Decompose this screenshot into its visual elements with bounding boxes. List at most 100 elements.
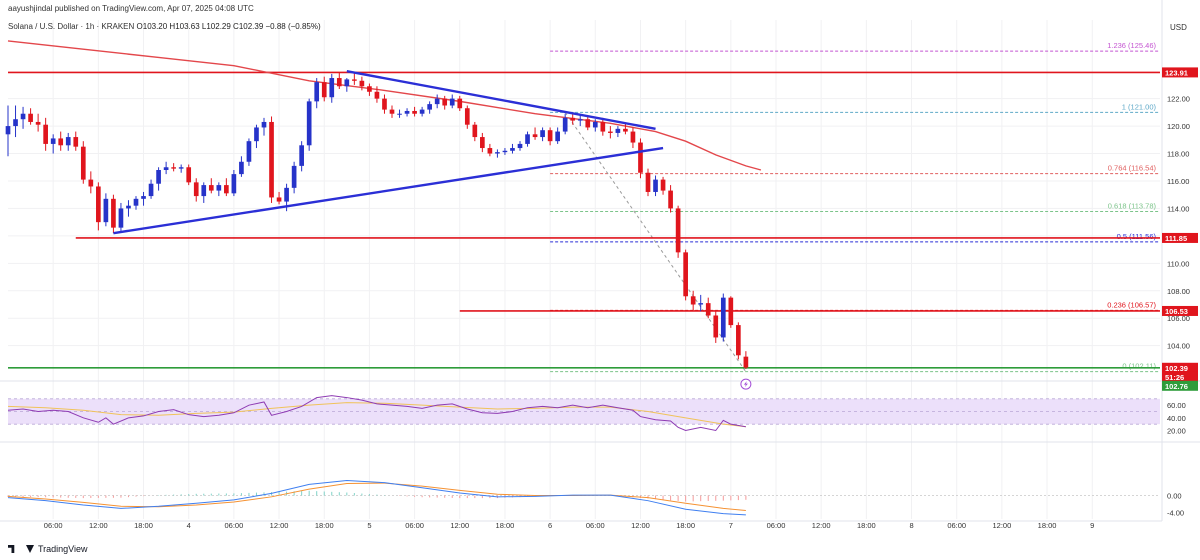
candle xyxy=(690,290,696,310)
candle xyxy=(382,94,387,114)
candle xyxy=(412,106,417,117)
price-tag-bg xyxy=(1162,67,1198,78)
candle xyxy=(608,126,613,139)
candle xyxy=(5,105,11,157)
candle-body xyxy=(532,134,538,138)
candle-body xyxy=(728,297,734,326)
candle xyxy=(705,297,711,319)
candle xyxy=(359,76,365,91)
candle xyxy=(20,106,26,129)
macd-line xyxy=(7,479,746,516)
fib-label: 0.618 (113.78) xyxy=(1108,201,1157,210)
candle-body xyxy=(382,98,387,110)
candle-body xyxy=(480,137,485,149)
lightning-icon xyxy=(743,381,748,388)
candle xyxy=(600,117,606,136)
candle-body xyxy=(600,121,606,132)
candle-body xyxy=(464,108,470,125)
candle-body xyxy=(329,78,335,98)
candle-body xyxy=(623,128,628,132)
candle xyxy=(562,113,568,135)
price-tag-bg xyxy=(1162,371,1198,382)
candle xyxy=(472,121,478,142)
candle xyxy=(427,101,432,114)
candle xyxy=(720,293,726,342)
price-tag-bg xyxy=(1162,380,1198,391)
tradingview-logo-mark-icon xyxy=(26,545,34,553)
candle xyxy=(495,149,500,158)
candle xyxy=(58,131,64,151)
candle xyxy=(193,178,199,202)
candle xyxy=(713,311,719,343)
candle xyxy=(675,205,681,258)
candle-body xyxy=(675,208,681,253)
macd-signal-line xyxy=(7,482,746,512)
candle-body xyxy=(736,325,741,356)
candle xyxy=(216,182,222,197)
candle-body xyxy=(321,82,327,98)
candle xyxy=(449,94,455,109)
candle xyxy=(163,161,169,175)
candle xyxy=(148,179,154,199)
candle xyxy=(532,127,538,140)
fib-label: 0.236 (106.57) xyxy=(1107,300,1156,309)
price-tick-label: 122.00 xyxy=(1167,95,1190,104)
price-tick-label: 114.00 xyxy=(1167,204,1189,213)
candle-body xyxy=(20,113,26,120)
candle-body xyxy=(412,110,417,114)
symbol-title[interactable]: Solana / U.S. Dollar · 1h · KRAKEN xyxy=(8,22,135,31)
candle-body xyxy=(284,187,289,202)
candle xyxy=(367,83,372,96)
candle xyxy=(389,105,395,118)
candle xyxy=(592,119,598,132)
candle xyxy=(291,161,297,194)
candle-body xyxy=(645,172,651,192)
fib-label: 0 (102.11) xyxy=(1122,362,1156,371)
candle-body xyxy=(525,134,530,144)
candle-body xyxy=(449,98,455,106)
price-tick-label: 108.00 xyxy=(1167,287,1190,296)
candle xyxy=(111,194,116,234)
candle-body xyxy=(276,197,282,202)
trendline-upper xyxy=(346,69,656,131)
tradingview-footer[interactable]: TradingView xyxy=(8,544,88,554)
price-tag-123.91: 123.91 xyxy=(1162,67,1198,78)
candle-body xyxy=(562,117,568,132)
candle xyxy=(623,123,628,135)
candle xyxy=(510,143,515,154)
time-tick-label: 06:00 xyxy=(224,521,243,530)
candle xyxy=(660,176,666,195)
candle xyxy=(698,294,704,312)
candle-body xyxy=(231,174,237,194)
candle xyxy=(88,171,94,194)
candle-body xyxy=(367,86,372,92)
candle-body xyxy=(156,170,161,184)
candle xyxy=(141,191,146,206)
candle-body xyxy=(201,185,207,197)
price-tag-text: 111.85 xyxy=(1165,234,1187,243)
candle xyxy=(344,78,350,92)
candle xyxy=(254,124,259,149)
candle xyxy=(276,191,282,205)
price-tag-text: 102.76 xyxy=(1165,382,1188,391)
currency-label: USD xyxy=(1170,23,1187,32)
candle-body xyxy=(118,208,124,228)
time-tick-label: 6 xyxy=(548,521,552,530)
price-tag-106.53: 106.53 xyxy=(1162,305,1198,316)
candle xyxy=(464,105,470,129)
candle-body xyxy=(547,130,553,142)
candle-body xyxy=(389,109,395,114)
candle-body xyxy=(638,142,643,173)
candle-body xyxy=(171,167,176,169)
candle xyxy=(133,196,139,210)
candle xyxy=(434,94,440,109)
candle xyxy=(239,156,244,177)
candle-body xyxy=(495,152,500,154)
publisher-line: aayushjindal published on TradingView.co… xyxy=(8,4,254,13)
candle-body xyxy=(419,109,425,114)
candle-body xyxy=(73,137,79,147)
candle-body xyxy=(178,167,184,169)
candle xyxy=(118,202,124,232)
candle xyxy=(728,296,734,328)
